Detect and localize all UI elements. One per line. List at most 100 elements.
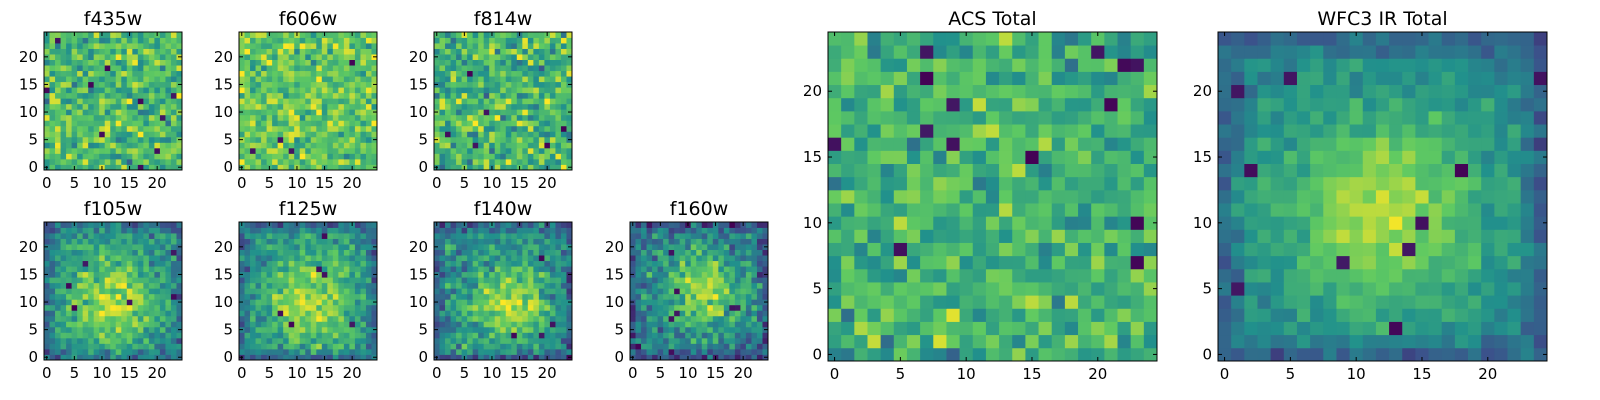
heatmap-cell xyxy=(321,48,328,55)
heatmap-cell xyxy=(165,142,172,149)
heatmap-cell xyxy=(343,65,350,72)
heatmap-cell xyxy=(467,131,474,138)
heatmap-cell xyxy=(49,354,56,361)
heatmap-cell xyxy=(137,136,144,143)
heatmap-cell xyxy=(483,299,490,306)
heatmap-cell xyxy=(250,326,256,333)
heatmap-cell xyxy=(549,147,556,154)
heatmap-cell xyxy=(250,321,256,328)
heatmap-cell xyxy=(55,354,61,361)
heatmap-cell xyxy=(867,229,882,243)
heatmap-cell xyxy=(467,32,474,38)
heatmap-cell xyxy=(66,249,72,256)
heatmap-cell xyxy=(104,32,111,38)
heatmap-cell xyxy=(88,153,95,160)
heatmap-cell xyxy=(450,288,457,295)
heatmap-cell xyxy=(93,244,100,250)
heatmap-cell xyxy=(1038,216,1053,230)
heatmap-cell xyxy=(310,103,317,110)
heatmap-cell xyxy=(115,288,122,295)
heatmap-cell xyxy=(305,315,312,322)
heatmap-cell xyxy=(305,120,312,127)
heatmap-cell xyxy=(371,98,378,105)
heatmap-cell xyxy=(154,59,161,66)
heatmap-cell xyxy=(165,153,172,160)
heatmap-cell xyxy=(985,229,1000,243)
heatmap-cell xyxy=(261,238,267,245)
heatmap-cell xyxy=(494,98,501,105)
heatmap-cell xyxy=(723,266,730,273)
heatmap-cell xyxy=(176,255,183,262)
heatmap-cell xyxy=(450,147,457,154)
heatmap-cell xyxy=(126,54,133,60)
heatmap-cell xyxy=(82,343,89,350)
heatmap-cell xyxy=(283,255,290,262)
heatmap-cell xyxy=(505,136,512,143)
heatmap-cell xyxy=(762,266,769,273)
heatmap-cell xyxy=(55,271,61,278)
heatmap-cell xyxy=(718,310,725,317)
heatmap-cell xyxy=(450,260,457,267)
heatmap-cell xyxy=(148,81,155,88)
heatmap-cell xyxy=(555,98,562,105)
heatmap-cell xyxy=(690,266,697,273)
heatmap-cell xyxy=(349,315,356,322)
heatmap-cell xyxy=(255,125,262,132)
heatmap-cell xyxy=(762,293,769,300)
heatmap-cell xyxy=(549,271,556,278)
heatmap-cell xyxy=(439,59,446,66)
heatmap-cell xyxy=(560,87,567,94)
heatmap-cell xyxy=(946,268,960,283)
heatmap-cell xyxy=(696,299,703,306)
heatmap-cell xyxy=(505,70,512,77)
heatmap-cell xyxy=(299,354,306,361)
heatmap-cell xyxy=(434,147,440,154)
heatmap-cell xyxy=(959,242,974,257)
heatmap-cell xyxy=(244,310,251,317)
heatmap-cell xyxy=(82,348,89,355)
heatmap-cell xyxy=(527,227,534,234)
heatmap-cell xyxy=(272,81,279,88)
heatmap-cell xyxy=(360,109,367,116)
heatmap-cell xyxy=(729,343,736,350)
heatmap-cell xyxy=(277,164,284,171)
panel-title: f140w xyxy=(474,198,533,220)
heatmap-cell xyxy=(740,271,747,278)
heatmap-cell xyxy=(239,315,245,322)
heatmap-cell xyxy=(365,288,372,295)
heatmap-cell xyxy=(121,37,128,44)
heatmap-cell xyxy=(261,304,267,311)
heatmap-cell xyxy=(77,255,84,262)
heatmap-cell xyxy=(854,295,868,309)
heatmap-cell xyxy=(751,288,758,295)
heatmap-cell xyxy=(461,299,468,306)
heatmap-cell xyxy=(1064,334,1079,349)
heatmap-cell xyxy=(88,43,95,49)
heatmap-cell xyxy=(115,131,122,138)
heatmap-cell xyxy=(533,131,540,138)
heatmap-cell xyxy=(630,315,636,322)
heatmap-cell xyxy=(266,37,273,44)
heatmap-cell xyxy=(99,233,106,239)
heatmap-cell xyxy=(566,142,573,149)
heatmap-cell xyxy=(277,70,284,77)
heatmap-cell xyxy=(77,260,84,267)
heatmap-cell xyxy=(527,321,534,328)
heatmap-cell xyxy=(489,332,496,339)
heatmap-cell xyxy=(489,147,496,154)
heatmap-cell xyxy=(294,282,301,289)
heatmap-cell xyxy=(261,164,267,171)
heatmap-cell xyxy=(82,54,89,60)
heatmap-cell xyxy=(538,266,545,273)
heatmap-cell xyxy=(555,81,562,88)
heatmap-cell xyxy=(239,260,245,267)
heatmap-cell xyxy=(121,70,128,77)
heatmap-cell xyxy=(472,87,479,94)
heatmap-cell xyxy=(500,288,507,295)
heatmap-cell xyxy=(244,109,251,116)
heatmap-cell xyxy=(250,32,256,38)
heatmap-cell xyxy=(354,354,361,361)
heatmap-cell xyxy=(555,70,562,77)
heatmap-cell xyxy=(176,87,183,94)
heatmap-cell xyxy=(560,76,567,83)
